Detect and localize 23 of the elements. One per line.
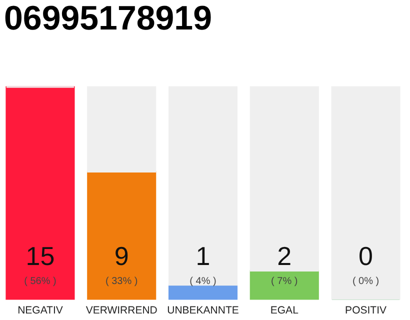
annotation: ( 4% ) <box>190 276 216 287</box>
x-tick-label: UNBEKANNTE <box>167 304 239 316</box>
data-label: 15 <box>26 241 55 271</box>
bar <box>250 270 319 300</box>
bar <box>250 86 319 272</box>
annotation: ( 33% ) <box>105 276 138 287</box>
annotation: ( 0% ) <box>352 276 380 287</box>
bar <box>87 86 156 173</box>
x-tick-label: EGAL <box>270 304 299 316</box>
data-label: 0 <box>358 241 374 271</box>
data-label: 9 <box>114 241 129 271</box>
x-tick-label: NEGATIV <box>18 304 63 316</box>
bar <box>331 86 400 300</box>
x-tick-label: POSITIV <box>345 304 386 316</box>
chart-title: 06995178919 <box>4 0 212 38</box>
annotation: ( 7% ) <box>271 276 298 287</box>
bar <box>87 171 156 300</box>
bar <box>6 86 75 300</box>
x-tick-label: VERWIRREND <box>86 304 158 316</box>
bar <box>168 86 238 286</box>
annotation: ( 56% ) <box>24 276 56 287</box>
data-label: 2 <box>277 241 292 271</box>
data-label: 1 <box>196 241 210 271</box>
